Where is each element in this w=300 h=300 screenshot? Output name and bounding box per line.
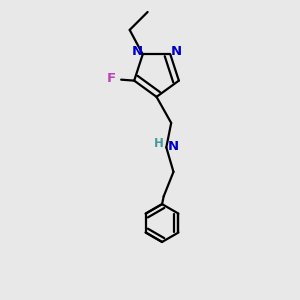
Text: N: N [171,45,182,58]
Text: H: H [154,137,164,150]
Text: F: F [107,73,116,85]
Text: N: N [131,45,142,58]
Text: N: N [168,140,179,153]
